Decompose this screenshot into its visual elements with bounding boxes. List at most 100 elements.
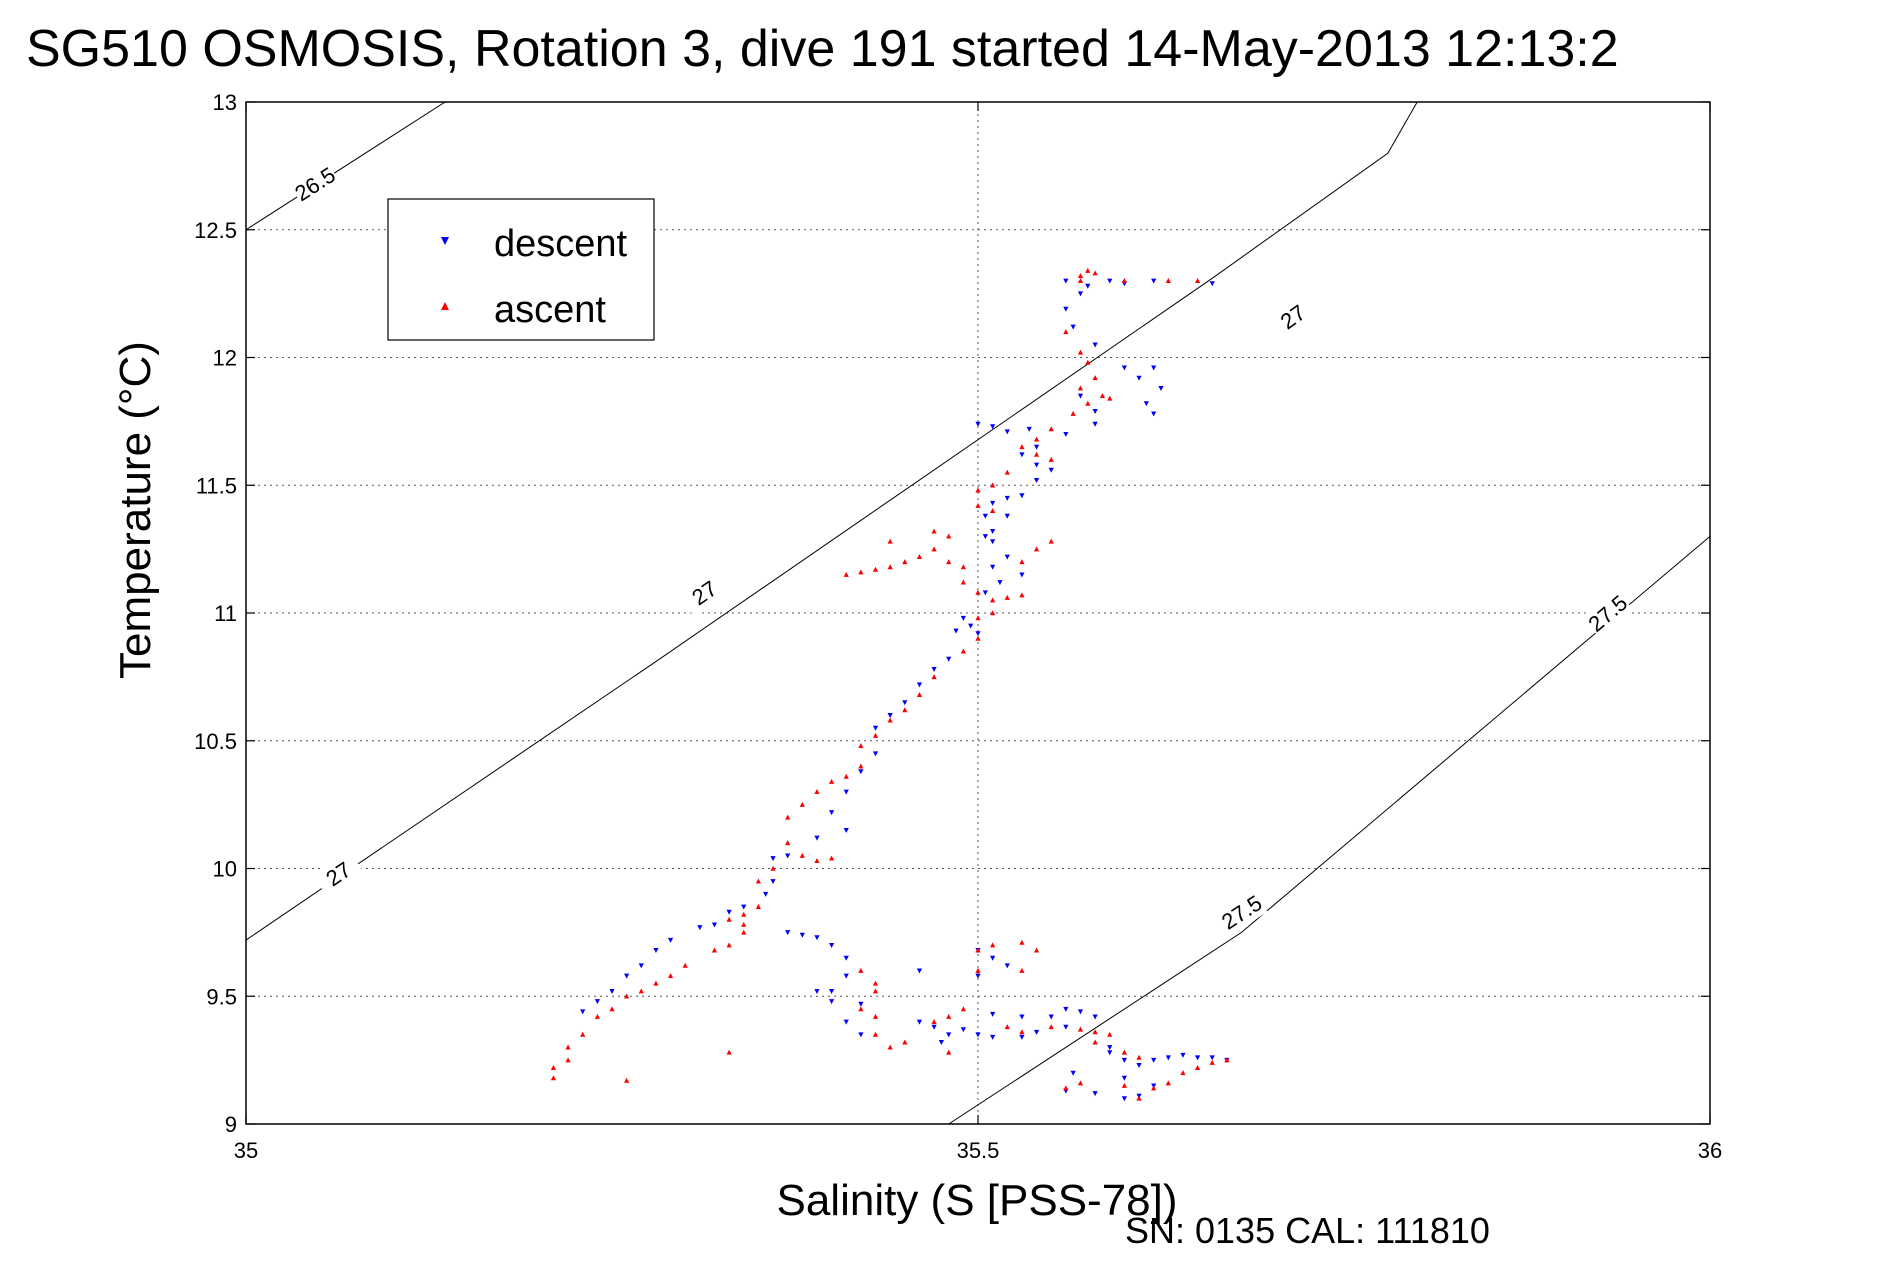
ascent-point — [624, 993, 630, 999]
descent-point — [931, 667, 937, 673]
ascent-point — [975, 615, 981, 621]
descent-point — [1092, 1014, 1098, 1020]
ascent-point — [609, 1006, 615, 1012]
descent-point — [1121, 1075, 1127, 1081]
descent-point — [843, 973, 849, 979]
legend-ascent-label: ascent — [494, 289, 606, 331]
ascent-point — [653, 980, 659, 986]
ascent-point — [946, 1013, 952, 1019]
descent-point — [902, 700, 908, 706]
descent-point — [1077, 291, 1084, 297]
ascent-point — [1099, 393, 1106, 399]
ascent-point — [1165, 1080, 1171, 1086]
descent-point — [1033, 462, 1040, 468]
descent-point — [1121, 1096, 1127, 1102]
descent-point — [1019, 572, 1025, 578]
descent-point — [1092, 421, 1098, 427]
descent-point — [1107, 278, 1113, 284]
descent-point — [1077, 393, 1084, 399]
descent-point — [1063, 1006, 1069, 1012]
descent-point — [1151, 411, 1157, 417]
ascent-point — [1121, 278, 1127, 284]
y-tick-label: 11.5 — [196, 473, 237, 498]
ascent-point — [755, 904, 761, 910]
descent-point — [975, 973, 981, 979]
ascent-point — [1077, 272, 1084, 278]
descent-point — [1019, 1034, 1025, 1040]
descent-point — [1004, 429, 1010, 435]
x-axis-label: Salinity (S [PSS-78]) — [776, 1176, 1177, 1225]
ascent-point — [887, 564, 893, 570]
ascent-point — [1033, 451, 1040, 457]
ascent-point — [931, 674, 937, 680]
isopycnal-label-bg — [312, 849, 365, 898]
legend-descent-label: descent — [494, 223, 628, 265]
ascent-point — [902, 707, 908, 713]
ascent-point — [1077, 278, 1084, 284]
ascent-point — [960, 648, 966, 654]
descent-point — [609, 988, 615, 994]
y-tick-label: 13 — [213, 90, 237, 115]
ascent-point — [1121, 1082, 1127, 1088]
descent-point — [1004, 495, 1010, 501]
instrument-footer: SN: 0135 CAL: 111810 — [1125, 1210, 1490, 1251]
descent-point — [1107, 1045, 1113, 1051]
descent-point — [1048, 1014, 1054, 1020]
legend: descent ascent — [387, 198, 655, 341]
descent-point — [1107, 1050, 1113, 1056]
ascent-point — [902, 1039, 908, 1045]
y-tick-label: 9 — [225, 1112, 237, 1137]
descent-point — [1121, 1057, 1127, 1063]
descent-point — [814, 988, 820, 994]
ascent-point — [931, 546, 937, 552]
y-tick-label: 9.5 — [206, 984, 237, 1009]
ascent-point — [1165, 278, 1171, 284]
ascent-point — [916, 553, 923, 559]
descent-point — [1092, 408, 1098, 414]
ascent-point — [975, 947, 981, 953]
descent-point — [829, 942, 835, 948]
isopycnal-line — [948, 535, 1711, 1125]
ascent-point — [990, 597, 996, 603]
ascent-point — [858, 967, 864, 973]
ascent-point — [1107, 1031, 1113, 1037]
ascent-point — [1048, 1024, 1054, 1030]
descent-point — [1121, 365, 1127, 371]
descent-point — [711, 922, 718, 928]
descent-point — [916, 1019, 923, 1025]
descent-point — [990, 529, 996, 535]
ascent-point — [902, 559, 908, 565]
isopycnal-label-bg — [1581, 588, 1634, 638]
descent-point — [1151, 1057, 1157, 1063]
descent-point — [887, 713, 893, 718]
ascent-point — [960, 579, 966, 585]
legend-descent-marker — [441, 237, 449, 245]
descent-point — [653, 948, 659, 954]
ascent-point — [814, 789, 820, 795]
legend-ascent-marker — [441, 302, 449, 310]
descent-point — [697, 925, 703, 931]
ascent-point — [1063, 1085, 1069, 1091]
descent-point — [1033, 477, 1040, 483]
y-axis-label: Temperature (°C) — [111, 341, 160, 679]
descent-point — [843, 1019, 849, 1025]
ascent-point — [814, 858, 820, 864]
descent-point — [1195, 1055, 1201, 1061]
descent-point — [1158, 385, 1164, 391]
ascent-point — [1077, 1026, 1084, 1032]
ascent-point — [975, 487, 981, 493]
ascent-point — [1019, 592, 1025, 598]
ascent-point — [1077, 1080, 1084, 1086]
descent-point — [1033, 1029, 1040, 1035]
ascent-point — [1195, 1064, 1201, 1070]
ascent-point — [916, 691, 923, 697]
ascent-point — [1004, 1024, 1010, 1030]
ascent-point — [931, 528, 937, 534]
ascent-point — [858, 569, 864, 575]
ascent-point — [829, 778, 835, 784]
descent-point — [1209, 1055, 1215, 1061]
descent-point — [1077, 1009, 1084, 1015]
ascent-point — [741, 921, 747, 927]
ascent-point — [711, 947, 718, 953]
